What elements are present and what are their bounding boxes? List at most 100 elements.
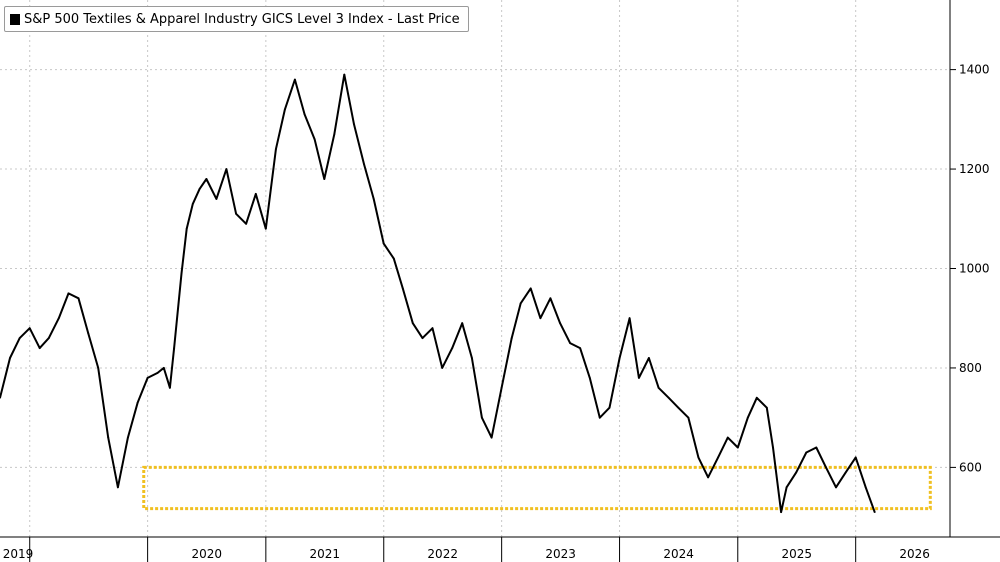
data-point bbox=[225, 168, 228, 171]
data-point bbox=[471, 357, 473, 359]
data-point bbox=[333, 133, 336, 136]
data-point bbox=[180, 272, 183, 275]
data-point bbox=[873, 511, 876, 513]
data-point bbox=[726, 436, 729, 439]
data-point bbox=[569, 342, 571, 344]
data-point bbox=[191, 203, 194, 205]
data-point bbox=[667, 396, 670, 399]
data-point bbox=[736, 446, 739, 449]
data-point bbox=[303, 113, 306, 116]
data-point bbox=[382, 242, 385, 245]
data-point bbox=[97, 367, 100, 369]
data-point bbox=[765, 406, 768, 409]
data-point bbox=[431, 327, 434, 330]
data-point bbox=[628, 317, 631, 320]
data-point bbox=[746, 416, 749, 419]
data-point bbox=[323, 178, 326, 180]
x-tick-label: 2024 bbox=[663, 547, 694, 561]
data-point bbox=[411, 322, 414, 325]
data-point bbox=[657, 386, 660, 389]
series-layer bbox=[0, 73, 876, 514]
data-point bbox=[353, 123, 355, 126]
data-point bbox=[9, 357, 11, 359]
data-point bbox=[215, 198, 218, 200]
data-point bbox=[343, 73, 346, 76]
data-point bbox=[519, 302, 522, 305]
data-point bbox=[235, 212, 238, 215]
data-point bbox=[864, 486, 867, 489]
y-tick-label: 1000 bbox=[959, 262, 990, 276]
data-point bbox=[529, 287, 532, 290]
data-point bbox=[835, 486, 837, 489]
data-point bbox=[854, 456, 857, 459]
data-point bbox=[441, 367, 444, 369]
data-point bbox=[28, 327, 31, 330]
gridlines bbox=[0, 0, 950, 537]
data-point bbox=[0, 396, 1, 399]
data-point bbox=[549, 297, 552, 300]
data-point bbox=[146, 377, 149, 379]
data-point bbox=[825, 466, 827, 469]
data-point bbox=[173, 347, 176, 349]
data-point bbox=[618, 357, 621, 359]
data-point bbox=[87, 332, 90, 334]
data-point bbox=[127, 436, 129, 439]
highlight-box bbox=[142, 465, 932, 511]
legend-label: S&P 500 Textiles & Apparel Industry GICS… bbox=[24, 11, 460, 27]
data-point bbox=[363, 163, 365, 166]
data-point bbox=[294, 78, 296, 81]
data-point bbox=[136, 401, 139, 404]
data-point bbox=[77, 297, 80, 300]
data-point bbox=[717, 456, 719, 459]
data-point bbox=[815, 446, 818, 449]
data-point bbox=[481, 416, 483, 419]
tick-labels: 600 800 1000 1200 1400 2019 2020 2021 2022 2023 20… bbox=[3, 63, 990, 561]
data-point bbox=[205, 178, 208, 180]
data-point bbox=[677, 406, 680, 409]
y-tick-label: 600 bbox=[959, 460, 982, 474]
y-tick-label: 1200 bbox=[959, 162, 990, 176]
data-point bbox=[57, 317, 60, 320]
data-point bbox=[185, 227, 188, 230]
data-point bbox=[579, 347, 581, 349]
data-point bbox=[18, 337, 21, 339]
data-point bbox=[697, 456, 700, 459]
legend: S&P 500 Textiles & Apparel Industry GICS… bbox=[4, 6, 469, 32]
data-point bbox=[254, 193, 257, 195]
data-point bbox=[598, 416, 601, 419]
data-point bbox=[401, 287, 404, 290]
data-point bbox=[638, 377, 640, 379]
data-point bbox=[198, 188, 201, 190]
data-point bbox=[805, 451, 808, 454]
data-point bbox=[284, 108, 286, 111]
data-point bbox=[785, 486, 788, 489]
data-point bbox=[162, 367, 165, 369]
series-line bbox=[0, 73, 876, 514]
data-point bbox=[772, 446, 774, 449]
data-point bbox=[169, 386, 171, 389]
x-tick-label: 2022 bbox=[427, 547, 458, 561]
data-point bbox=[559, 322, 561, 325]
data-point bbox=[780, 511, 782, 513]
x-tick-label: 2025 bbox=[781, 547, 812, 561]
data-point bbox=[648, 357, 650, 359]
y-tick-label: 1400 bbox=[959, 63, 990, 77]
data-point bbox=[500, 386, 503, 389]
data-point bbox=[421, 337, 424, 339]
data-point bbox=[795, 471, 798, 474]
x-tick-label: 2019 bbox=[3, 547, 34, 561]
y-tick-label: 800 bbox=[959, 361, 982, 375]
data-point bbox=[275, 148, 277, 151]
highlight-box-layer bbox=[142, 465, 932, 511]
data-point bbox=[47, 337, 50, 339]
x-tick-label: 2026 bbox=[899, 547, 930, 561]
legend-swatch bbox=[10, 13, 20, 25]
data-point bbox=[510, 337, 513, 339]
data-point bbox=[608, 406, 611, 409]
data-point bbox=[844, 471, 847, 474]
data-point bbox=[687, 416, 690, 419]
x-tick-label: 2021 bbox=[310, 547, 341, 561]
data-point bbox=[490, 436, 493, 439]
